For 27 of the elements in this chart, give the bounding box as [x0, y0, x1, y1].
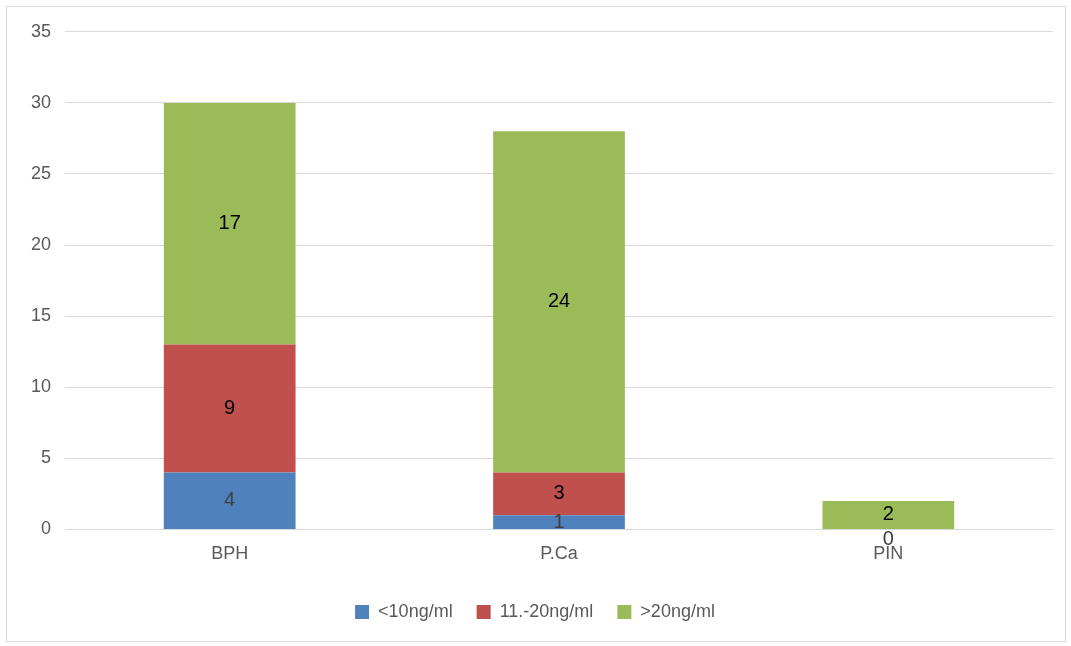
legend-label: >20ng/ml [640, 600, 715, 621]
bar [163, 472, 296, 529]
y-tick-label: 5 [41, 447, 52, 468]
x-tick-label: P.Ca [540, 543, 579, 564]
data-label: 17 [218, 211, 241, 234]
bar [493, 131, 625, 473]
y-tick-label: 10 [30, 376, 52, 397]
y-tick-label: 35 [30, 20, 52, 41]
y-tick-label: 25 [30, 162, 52, 183]
bar [163, 102, 296, 345]
bar [822, 500, 955, 529]
data-label: 1 [553, 509, 565, 532]
y-tick-label: 15 [30, 305, 52, 326]
y-tick-label: 0 [41, 518, 52, 539]
bar [493, 472, 625, 516]
x-tick-label: BPH [211, 543, 249, 564]
data-label: 2 [882, 502, 894, 525]
bar [163, 344, 296, 473]
legend-label: 11.-20ng/ml [499, 600, 594, 621]
bar [493, 515, 625, 529]
y-tick-label: 30 [30, 91, 52, 112]
legend-label: <10ng/ml [378, 600, 453, 621]
y-tick-label: 20 [30, 234, 52, 255]
data-label: 4 [224, 488, 236, 511]
data-label: 9 [224, 396, 236, 419]
data-label: 3 [553, 481, 565, 504]
data-label: 24 [547, 289, 571, 312]
